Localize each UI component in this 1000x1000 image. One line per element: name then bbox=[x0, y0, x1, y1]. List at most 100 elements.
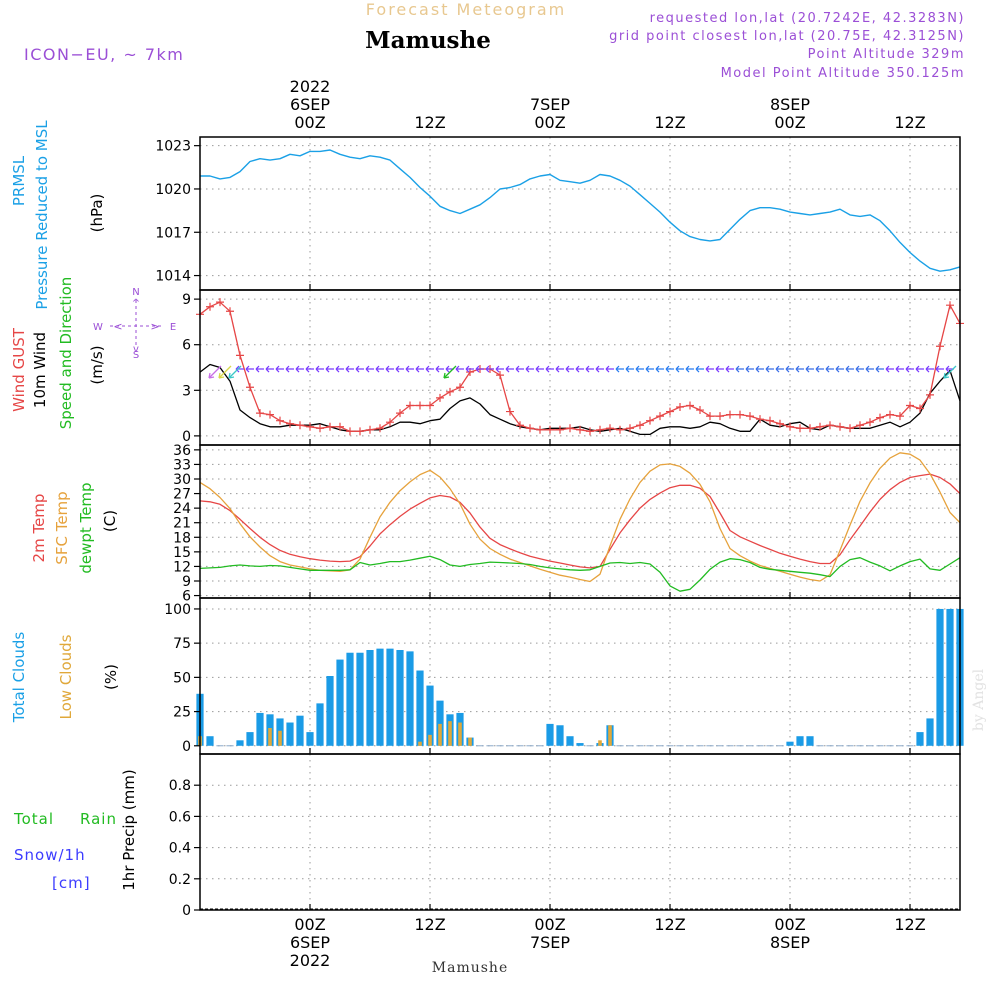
wind-direction-arrow bbox=[475, 365, 484, 373]
wind-direction-arrow bbox=[275, 365, 284, 373]
wind-direction-arrow bbox=[365, 365, 374, 373]
low-cloud-bar bbox=[438, 723, 442, 746]
wind-gust-marker bbox=[336, 422, 344, 431]
y-tick-label: 24 bbox=[173, 501, 191, 517]
wind-gust-marker bbox=[886, 410, 894, 419]
bottom-time-label: 12Z bbox=[894, 915, 925, 934]
wind-gust-marker bbox=[696, 406, 704, 415]
arrow-icon bbox=[245, 365, 254, 373]
wind-gust-marker bbox=[676, 403, 684, 412]
footer-location: Mamushe bbox=[432, 960, 508, 976]
wind-direction-arrow bbox=[375, 365, 384, 373]
wind-gust-marker bbox=[296, 421, 304, 430]
y-tick-label: 0 bbox=[182, 903, 191, 919]
arrow-icon bbox=[775, 365, 784, 373]
wind-gust-marker bbox=[936, 342, 944, 351]
total-cloud-bar bbox=[286, 722, 294, 746]
compass-north: N bbox=[132, 287, 139, 298]
top-date-label: 7SEP bbox=[530, 95, 570, 114]
wind-gust-marker bbox=[316, 424, 324, 433]
arrow-icon bbox=[615, 365, 624, 373]
wind-direction-arrow bbox=[615, 365, 624, 373]
total-cloud-bar bbox=[436, 700, 444, 746]
total-cloud-bar bbox=[396, 650, 404, 746]
arrow-icon bbox=[705, 365, 714, 373]
wind-gust-marker bbox=[826, 421, 834, 430]
arrow-icon bbox=[305, 365, 314, 373]
y-tick-label: 6 bbox=[182, 589, 191, 605]
arrow-icon bbox=[525, 365, 534, 373]
wind-gust-marker bbox=[276, 416, 284, 425]
panel-frame bbox=[199, 136, 961, 291]
arrow-icon bbox=[515, 365, 524, 373]
wind-direction-arrow bbox=[943, 365, 957, 379]
low-cloud-bar bbox=[418, 741, 422, 746]
total-cloud-bar bbox=[946, 608, 954, 746]
total-cloud-bar bbox=[936, 608, 944, 746]
arrow-icon bbox=[725, 365, 734, 373]
wind-direction-arrow bbox=[875, 365, 884, 373]
wind-direction-arrow bbox=[805, 365, 814, 373]
total-label: Total bbox=[13, 810, 54, 828]
wind-gust-marker bbox=[246, 383, 254, 392]
arrow-icon bbox=[675, 365, 684, 373]
sfc-temp-label: SFC Temp bbox=[53, 491, 71, 564]
wind-direction-arrow bbox=[435, 365, 444, 373]
arrow-icon bbox=[345, 365, 354, 373]
wind-gust-marker bbox=[756, 415, 764, 424]
wind-gust-marker bbox=[616, 425, 624, 434]
arrow-icon bbox=[495, 365, 504, 373]
wind-gust-marker bbox=[356, 427, 364, 436]
total-cloud-bar bbox=[926, 718, 934, 746]
arrow-icon bbox=[785, 365, 794, 373]
wind-direction-arrow bbox=[825, 365, 834, 373]
arrow-icon bbox=[285, 365, 294, 373]
ms-unit: (m/s) bbox=[88, 345, 106, 384]
wind-gust-marker bbox=[916, 404, 924, 413]
arrow-icon bbox=[715, 365, 724, 373]
top-time-label: 00Z bbox=[294, 113, 325, 132]
wind-direction-arrow bbox=[443, 365, 457, 379]
arrow-icon bbox=[915, 365, 924, 373]
pressure-line bbox=[200, 149, 961, 272]
ten-m-wind-label: 10m Wind bbox=[31, 332, 49, 408]
arrow-icon bbox=[735, 365, 744, 373]
low-clouds-label: Low Clouds bbox=[57, 634, 75, 719]
dewpt-temp-line bbox=[199, 555, 961, 592]
wind-gust-line bbox=[199, 301, 961, 432]
wind-direction-arrow bbox=[245, 365, 254, 373]
bottom-date-label: 8SEP bbox=[770, 933, 810, 952]
low-cloud-bar bbox=[608, 725, 612, 746]
arrow-icon bbox=[355, 365, 364, 373]
wind-direction-arrow bbox=[625, 365, 634, 373]
total-cloud-bar bbox=[556, 725, 564, 746]
wind-gust-marker bbox=[926, 390, 934, 399]
arrow-icon bbox=[395, 365, 404, 373]
wind-direction-arrow bbox=[795, 365, 804, 373]
compass-up-arrow-icon: ^ bbox=[132, 298, 140, 309]
wind-gust-marker bbox=[686, 401, 694, 410]
bottom-time-label: 00Z bbox=[534, 915, 565, 934]
total-cloud-bar bbox=[246, 732, 254, 746]
celsius-unit: (C) bbox=[101, 510, 119, 532]
y-tick-label: 12 bbox=[173, 559, 191, 575]
wind-gust-marker bbox=[706, 412, 714, 421]
arrow-icon bbox=[635, 365, 644, 373]
arrow-icon bbox=[845, 365, 854, 373]
arrow-icon bbox=[695, 365, 704, 373]
wind-direction-arrow bbox=[305, 365, 314, 373]
y-tick-label: 18 bbox=[173, 530, 191, 546]
wind-gust-marker bbox=[386, 418, 394, 427]
wind-gust-marker bbox=[866, 418, 874, 427]
snow-unit-label: [cm] bbox=[52, 874, 91, 892]
arrow-icon bbox=[665, 365, 674, 373]
wind-gust-marker bbox=[906, 401, 914, 410]
arrow-icon bbox=[555, 365, 564, 373]
arrow-icon bbox=[805, 365, 814, 373]
wind-direction-arrow bbox=[655, 365, 664, 373]
compass-left-arrow-icon: < bbox=[113, 320, 122, 333]
wind-direction-arrow bbox=[855, 365, 864, 373]
wind-direction-arrow bbox=[685, 365, 694, 373]
total-cloud-bar bbox=[346, 652, 354, 746]
